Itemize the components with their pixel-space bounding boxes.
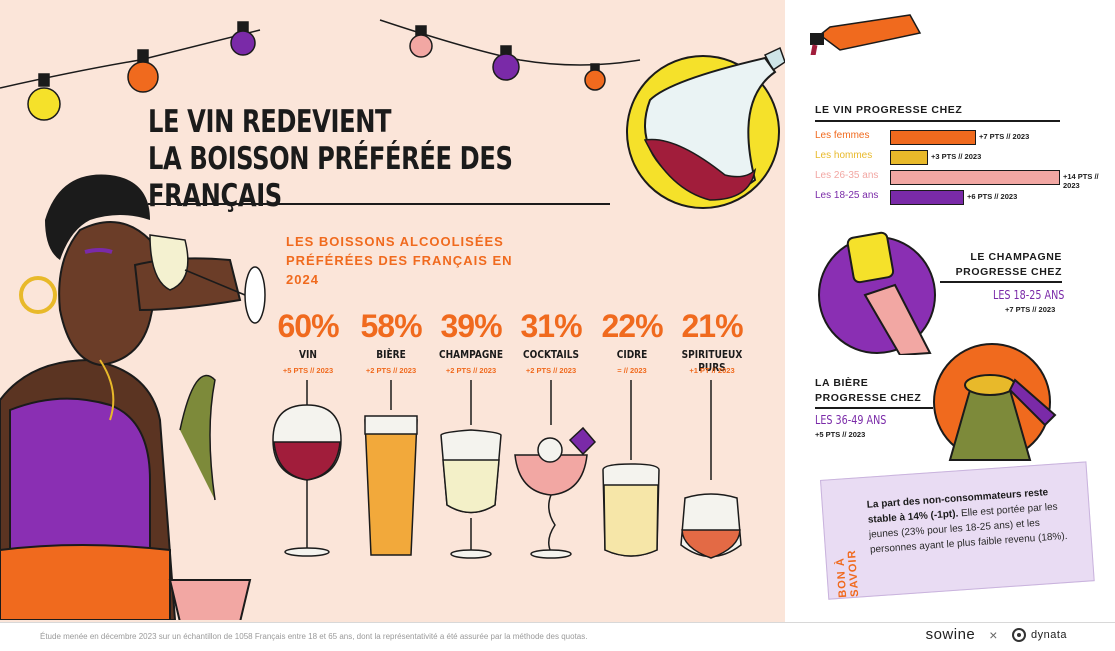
- wine-progress-title: LE VIN PROGRESSE CHEZ: [815, 104, 963, 116]
- bon-a-savoir-text: La part des non-consommateurs reste stab…: [866, 484, 1075, 558]
- beer-title: LA BIÈRE PROGRESSE CHEZ: [815, 376, 921, 406]
- category-label-2: CHAMPAGNE: [438, 348, 504, 361]
- group-bar-0: [890, 130, 976, 145]
- beer-illustration: [933, 343, 1057, 461]
- footer: Étude menée en décembre 2023 sur un écha…: [0, 622, 1115, 651]
- change-label-4: = // 2023: [617, 366, 647, 375]
- champagne-group: LES 18-25 ANS: [993, 288, 1065, 302]
- champagne-title-line-1: LE CHAMPAGNE: [970, 251, 1062, 263]
- bon-a-savoir-body: Elle est portée par les jeunes (23% pour…: [868, 501, 1068, 556]
- group-change-1: +3 PTS // 2023: [931, 152, 982, 161]
- wine-bottle-icon: [810, 14, 922, 55]
- bon-a-savoir-tag: BON À SAVOIR: [834, 549, 862, 599]
- string-lights: [0, 19, 641, 121]
- beer-title-line-1: LA BIÈRE: [815, 377, 869, 389]
- value-label-2: 39%: [440, 308, 502, 344]
- sowine-logo: sowine: [925, 626, 976, 643]
- title-line-2: LA BOISSON PRÉFÉRÉE DES FRANÇAIS: [148, 141, 513, 214]
- change-label-5: +1 PT // 2023: [689, 366, 735, 375]
- value-label-4: 22%: [601, 308, 663, 344]
- title-line-1: LE VIN REDEVIENT: [148, 104, 392, 140]
- group-label-2: Les 26-35 ans: [815, 170, 879, 181]
- woman-illustration: [0, 174, 266, 620]
- change-label-2: +2 PTS // 2023: [445, 366, 497, 375]
- group-label-0: Les femmes: [815, 130, 870, 141]
- change-label-0: +5 PTS // 2023: [282, 366, 334, 375]
- title-underline: [148, 203, 610, 205]
- logo-separator: ×: [989, 626, 998, 643]
- bon-a-savoir-card: BON À SAVOIR La part des non-consommateu…: [820, 461, 1095, 600]
- drink-glasses: [272, 380, 742, 559]
- champagne-rule: [940, 281, 1062, 283]
- champagne-illustration: [818, 231, 936, 355]
- champagne-title: LE CHAMPAGNE PROGRESSE CHEZ: [940, 250, 1062, 280]
- beer-rule: [815, 407, 933, 409]
- champagne-change: +7 PTS // 2023: [1005, 305, 1056, 314]
- value-label-1: 58%: [360, 308, 422, 344]
- category-label-5: SPIRITUEUX PURS: [681, 348, 743, 374]
- group-bar-2: [890, 170, 1060, 185]
- footer-note: Étude menée en décembre 2023 sur un écha…: [40, 632, 588, 641]
- chart-title: LES BOISSONS ALCOOLISÉES PRÉFÉRÉES DES F…: [286, 234, 513, 287]
- category-label-3: COCKTAILS: [523, 348, 579, 361]
- footer-logos: sowine × dynata: [926, 626, 1067, 643]
- champagne-title-line-2: PROGRESSE CHEZ: [955, 266, 1062, 278]
- decanter-illustration: [626, 46, 785, 209]
- change-label-1: +2 PTS // 2023: [365, 366, 417, 375]
- group-change-2: +14 PTS // 2023: [1063, 172, 1099, 190]
- beer-title-line-2: PROGRESSE CHEZ: [815, 392, 922, 404]
- group-label-1: Les hommes: [815, 150, 873, 161]
- value-label-3: 31%: [520, 308, 582, 344]
- beer-group: LES 36-49 ANS: [815, 413, 887, 427]
- group-change-0: +7 PTS // 2023: [979, 132, 1030, 141]
- page-title: LE VIN REDEVIENT LA BOISSON PRÉFÉRÉE DES…: [148, 104, 645, 215]
- value-label-5: 21%: [681, 308, 743, 344]
- category-label-1: BIÈRE: [376, 348, 406, 361]
- value-label-0: 60%: [277, 308, 339, 344]
- dynata-logo: dynata: [1011, 627, 1067, 642]
- category-label-0: VIN: [299, 348, 317, 361]
- infographic-panel: LE VIN REDEVIENT LA BOISSON PRÉFÉRÉE DES…: [0, 0, 785, 622]
- group-bar-3: [890, 190, 964, 205]
- dynata-label: dynata: [1030, 628, 1067, 641]
- change-label-3: +2 PTS // 2023: [525, 366, 577, 375]
- dynata-icon: [1011, 627, 1026, 642]
- beer-change: +5 PTS // 2023: [815, 430, 866, 439]
- category-label-4: CIDRE: [616, 348, 648, 361]
- group-change-3: +6 PTS // 2023: [967, 192, 1018, 201]
- group-label-3: Les 18-25 ans: [815, 190, 879, 201]
- wine-progress-rule: [815, 120, 1060, 122]
- group-bar-1: [890, 150, 928, 165]
